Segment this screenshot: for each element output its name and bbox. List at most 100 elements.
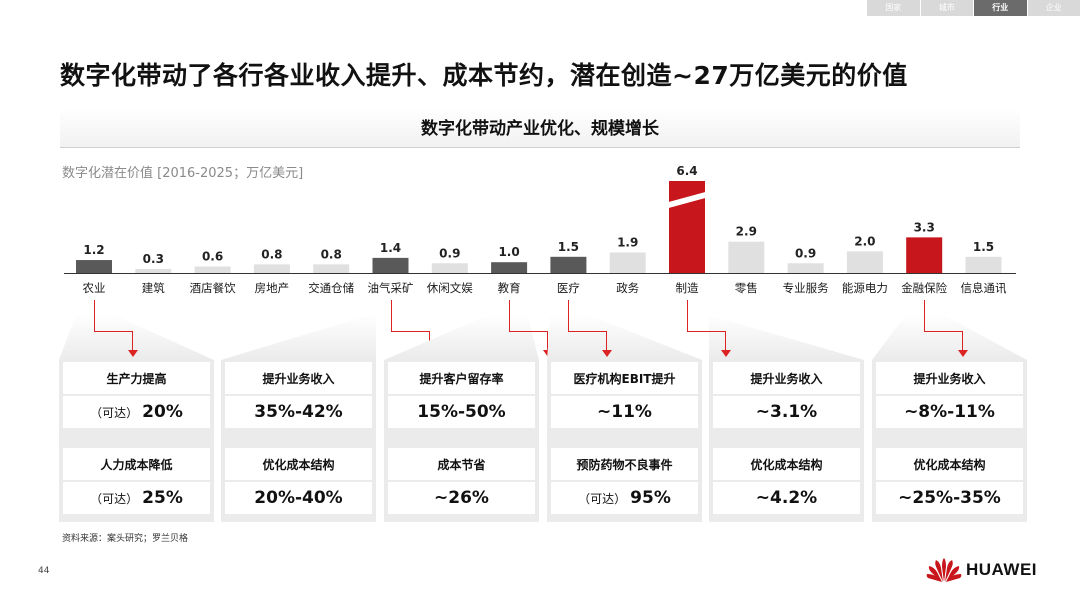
- metric-value: 35%-42%: [254, 402, 342, 422]
- metric-value-text: 35%-42%: [254, 402, 343, 422]
- metric-value-text: ~25%-35%: [898, 488, 1001, 508]
- metric-value-row: （可达） 20%: [63, 396, 210, 428]
- bar-value-label: 0.8: [261, 247, 282, 261]
- subtitle-divider: [60, 147, 1020, 148]
- metric-value: ~3.1%: [756, 402, 817, 422]
- chart-subtitle: 数字化带动产业优化、规模增长: [421, 119, 659, 139]
- metric-label-row: 优化成本结构: [713, 448, 860, 480]
- bar-value-label: 1.2: [83, 243, 104, 257]
- metric-label: 成本节省: [437, 457, 486, 472]
- metric-label-row: 优化成本结构: [225, 448, 372, 480]
- bar-value-label: 3.3: [914, 220, 935, 234]
- bar-value-label: 6.4: [676, 164, 697, 178]
- metric-label-row: 提升客户留存率: [388, 362, 535, 394]
- bar-教育: [491, 262, 528, 273]
- metric-value-text: 15%-50%: [417, 402, 506, 422]
- detail-panel: 提升业务收入 ~8%-11% 优化成本结构 ~25%-35%: [872, 300, 1027, 522]
- arrow-head-icon: [128, 350, 138, 357]
- page-title: 数字化带动了各行各业收入提升、成本节约，潜在创造~27万亿美元的价值: [60, 61, 908, 90]
- metric-value: 15%-50%: [417, 402, 505, 422]
- huawei-logo: HUAWEI: [926, 557, 1037, 583]
- metric-value-text: ~11%: [597, 402, 652, 422]
- bar-value-label: 2.0: [854, 234, 875, 248]
- bar-政务: [609, 252, 646, 273]
- detail-panel: 提升业务收入 ~3.1% 优化成本结构 ~4.2%: [687, 300, 864, 522]
- metric-value-text: 25%: [142, 488, 183, 508]
- detail-panel: 提升业务收入 35%-42% 优化成本结构 20%-40%: [221, 300, 435, 522]
- tab-country[interactable]: 国家: [866, 0, 920, 16]
- metric-value-row: 35%-42%: [225, 396, 372, 428]
- panel-funnel: [221, 314, 376, 360]
- metric-value-row: ~11%: [551, 396, 698, 428]
- category-label: 酒店餐饮: [190, 281, 236, 295]
- tab-city[interactable]: 城市: [919, 0, 973, 16]
- metric-value: （可达） 95%: [578, 488, 671, 508]
- metric-value: ~26%: [434, 488, 489, 508]
- metric-value-text: 20%: [142, 402, 183, 422]
- arrow-head-icon: [958, 350, 969, 357]
- red-connector-arrow: [687, 300, 725, 332]
- connector-down-line: [606, 331, 608, 351]
- connector-down-line: [962, 331, 964, 351]
- axis-break-mark: [665, 191, 709, 209]
- logo-wordmark: HUAWEI: [966, 560, 1037, 579]
- metric-value-text: ~26%: [434, 488, 489, 508]
- red-connector-arrow: [390, 300, 429, 332]
- metric-value-text: ~8%-11%: [904, 402, 995, 422]
- metric-value-text: 20%-40%: [254, 488, 343, 508]
- metric-value-row: ~8%-11%: [876, 396, 1023, 428]
- metric-value: （可达） 20%: [90, 402, 183, 422]
- bar-value-label: 0.3: [143, 252, 164, 266]
- metric-label-row: 提升业务收入: [876, 362, 1023, 394]
- bar-value-label: 2.9: [736, 225, 757, 239]
- nav-tabs: 国家 城市 行业 企业: [866, 0, 1080, 16]
- category-label: 农业: [83, 281, 106, 295]
- metric-label-row: 成本节省: [388, 448, 535, 480]
- category-label: 零售: [735, 281, 758, 295]
- metric-label: 预防药物不良事件: [576, 457, 673, 472]
- bar-value-label: 1.9: [617, 235, 638, 249]
- metric-label: 提升业务收入: [750, 371, 823, 386]
- bar-value-label: 0.8: [321, 247, 342, 261]
- metric-value-text: ~3.1%: [755, 402, 818, 422]
- metric-value-row: ~4.2%: [713, 482, 860, 514]
- category-label: 医疗: [557, 281, 580, 295]
- red-connector-arrow: [924, 300, 963, 332]
- x-axis-line: [64, 273, 1016, 274]
- bar-农业: [76, 260, 112, 273]
- category-label: 教育: [498, 281, 521, 295]
- metric-label: 优化成本结构: [262, 457, 335, 472]
- bar-休闲文娱: [431, 263, 468, 273]
- bar-value-label: 1.0: [498, 245, 519, 259]
- panel-funnel: [709, 314, 864, 360]
- bar-value-label: 1.4: [380, 241, 401, 255]
- metric-label-row: 提升业务收入: [225, 362, 372, 394]
- bar-专业服务: [787, 263, 824, 273]
- bar-value-label: 1.5: [973, 240, 994, 254]
- metric-label: 提升业务收入: [913, 371, 986, 386]
- category-label: 油气采矿: [368, 281, 414, 295]
- tab-enterprise[interactable]: 企业: [1026, 0, 1080, 16]
- metric-label: 医疗机构EBIT提升: [573, 371, 676, 386]
- metric-value: ~25%-35%: [898, 488, 1001, 508]
- bar-金融保险: [906, 237, 943, 273]
- tab-industry[interactable]: 行业: [973, 0, 1027, 16]
- page-number: 44: [38, 566, 50, 576]
- metric-value: （可达） 25%: [90, 488, 183, 508]
- metric-value-row: ~3.1%: [713, 396, 860, 428]
- bar-value-label: 0.9: [439, 246, 460, 260]
- arrow-head-icon: [602, 350, 613, 357]
- metric-label-row: 优化成本结构: [876, 448, 1023, 480]
- category-label: 信息通讯: [961, 281, 1007, 295]
- bar-医疗: [550, 256, 587, 273]
- red-connector-arrow: [568, 300, 607, 332]
- bar-房地产: [253, 264, 290, 273]
- metric-label: 生产力提高: [106, 371, 167, 386]
- metric-label-row: 预防药物不良事件: [551, 448, 698, 480]
- metric-value-row: 20%-40%: [225, 482, 372, 514]
- bar-value-label: 1.5: [558, 240, 579, 254]
- metric-value-row: ~25%-35%: [876, 482, 1023, 514]
- bar-chart: 1.2 农业 0.3 建筑 0.6 酒店餐饮 0.8 房地产 0.8 交通仓储 1.4 油气采矿 0.9…: [76, 164, 1007, 295]
- bar-能源电力: [846, 251, 883, 273]
- category-label: 房地产: [255, 281, 290, 295]
